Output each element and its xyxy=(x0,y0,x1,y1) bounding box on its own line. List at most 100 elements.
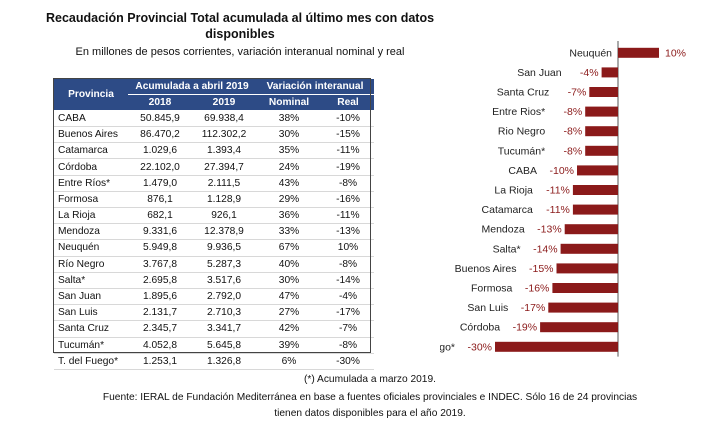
cell-2019: 12.378,9 xyxy=(192,223,256,241)
category-label: T. del Fuego* xyxy=(440,341,455,353)
cell-2018: 2.695,8 xyxy=(128,272,192,289)
table-row: Tucumán* 4.052,8 5.645,8 39% -8% xyxy=(54,337,374,354)
cell-nominal: 30% xyxy=(256,126,322,144)
table-row: Catamarca 1.029,6 1.393,4 35% -11% xyxy=(54,142,374,160)
cell-provincia: Río Negro xyxy=(54,256,128,273)
category-label: CABA xyxy=(508,165,537,177)
cell-nominal: 36% xyxy=(256,207,322,225)
cell-2018: 4.052,8 xyxy=(128,337,192,354)
bar xyxy=(601,67,618,78)
category-label: Tucumán* xyxy=(498,145,545,157)
cell-2018: 682,1 xyxy=(128,207,192,225)
cell-2019: 9.936,5 xyxy=(192,239,256,257)
cell-provincia: Neuquén xyxy=(54,239,128,257)
cell-real: -19% xyxy=(322,158,374,176)
cell-nominal: 38% xyxy=(256,110,322,128)
data-label: -8% xyxy=(564,126,583,138)
note-source-cont: tienen datos disponibles para el año 201… xyxy=(274,408,466,419)
cell-2018: 1.029,6 xyxy=(128,142,192,160)
bar xyxy=(552,283,618,293)
data-label: -16% xyxy=(525,283,550,295)
cell-provincia: Santa Cruz xyxy=(54,320,128,338)
cell-2018: 86.470,2 xyxy=(128,126,192,144)
table-row: San Juan 1.895,6 2.792,0 47% -4% xyxy=(54,288,374,306)
cell-2019: 112.302,2 xyxy=(192,126,256,144)
header-2019: 2019 xyxy=(192,94,256,111)
cell-provincia: Córdoba xyxy=(54,158,128,176)
table-row: Río Negro 3.767,8 5.287,3 40% -8% xyxy=(54,256,374,273)
data-label: -8% xyxy=(564,106,583,118)
cell-2018: 1.895,6 xyxy=(128,288,192,306)
cell-real: -8% xyxy=(322,337,374,354)
cell-2018: 876,1 xyxy=(128,191,192,209)
data-label: -15% xyxy=(529,263,554,275)
cell-2018: 22.102,0 xyxy=(128,158,192,176)
cell-2018: 5.949,8 xyxy=(128,239,192,257)
cell-provincia: Catamarca xyxy=(54,142,128,160)
cell-nominal: 24% xyxy=(256,158,322,176)
cell-real: -13% xyxy=(322,223,374,241)
category-label: Rio Negro xyxy=(498,126,545,138)
note-asterisk: (*) Acumulada a marzo 2019. xyxy=(304,374,436,385)
data-label: -19% xyxy=(513,322,538,334)
cell-2019: 1.393,4 xyxy=(192,142,256,160)
data-label: -11% xyxy=(546,204,570,216)
table-row: T. del Fuego* 1.253,1 1.326,8 6% -30% xyxy=(54,353,374,370)
cell-2019: 27.394,7 xyxy=(192,158,256,176)
cell-real: -11% xyxy=(322,142,374,160)
category-label: Entre Rios* xyxy=(492,106,545,118)
recaudacion-table: Provincia Acumulada a abril 2019 Variaci… xyxy=(54,79,374,370)
data-label: -11% xyxy=(546,185,570,197)
cell-2018: 50.845,9 xyxy=(128,110,192,128)
cell-2019: 69.938,4 xyxy=(192,110,256,128)
cell-provincia: Salta* xyxy=(54,272,128,289)
cell-real: -4% xyxy=(322,288,374,306)
category-label: Mendoza xyxy=(481,224,524,236)
cell-2019: 2.710,3 xyxy=(192,304,256,322)
cell-provincia: Entre Ríos* xyxy=(54,175,128,192)
cell-2018: 2.131,7 xyxy=(128,304,192,322)
category-label: Catamarca xyxy=(482,204,534,216)
category-label: Córdoba xyxy=(460,322,500,334)
category-label: San Juan xyxy=(517,67,562,79)
cell-nominal: 42% xyxy=(256,320,322,338)
category-label: Salta* xyxy=(493,243,521,255)
cell-real: -11% xyxy=(322,207,374,225)
data-label: -7% xyxy=(568,87,587,99)
cell-nominal: 35% xyxy=(256,142,322,160)
cell-nominal: 39% xyxy=(256,337,322,354)
category-label: Neuquén xyxy=(569,47,612,59)
cell-real: -7% xyxy=(322,320,374,338)
cell-2018: 1.253,1 xyxy=(128,353,192,370)
cell-2018: 3.767,8 xyxy=(128,256,192,273)
bar xyxy=(589,87,618,97)
cell-provincia: La Rioja xyxy=(54,207,128,225)
cell-2018: 1.479,0 xyxy=(128,175,192,192)
data-label: -8% xyxy=(564,145,583,157)
cell-provincia: San Juan xyxy=(54,288,128,306)
cell-2018: 9.331,6 xyxy=(128,223,192,241)
bar xyxy=(572,185,618,195)
cell-nominal: 6% xyxy=(256,353,322,370)
cell-provincia: Tucumán* xyxy=(54,337,128,354)
category-label: Formosa xyxy=(471,283,513,295)
bar xyxy=(585,106,618,117)
category-label: Buenos Aires xyxy=(455,263,517,275)
cell-provincia: San Luis xyxy=(54,304,128,322)
cell-provincia: Buenos Aires xyxy=(54,126,128,144)
cell-2019: 2.792,0 xyxy=(192,288,256,306)
bar xyxy=(548,302,618,313)
table-row: CABA 50.845,9 69.938,4 38% -10% xyxy=(54,110,374,128)
bar xyxy=(577,165,618,176)
cell-2019: 5.645,8 xyxy=(192,337,256,354)
data-label: -13% xyxy=(537,224,562,236)
data-label: 10% xyxy=(665,47,686,59)
bar xyxy=(560,243,618,254)
header-nominal: Nominal xyxy=(256,94,322,111)
bar xyxy=(540,322,618,333)
cell-nominal: 67% xyxy=(256,239,322,257)
bar xyxy=(585,126,618,137)
cell-2019: 926,1 xyxy=(192,207,256,225)
category-label: Santa Cruz xyxy=(497,87,550,99)
category-label: San Luis xyxy=(467,302,508,314)
